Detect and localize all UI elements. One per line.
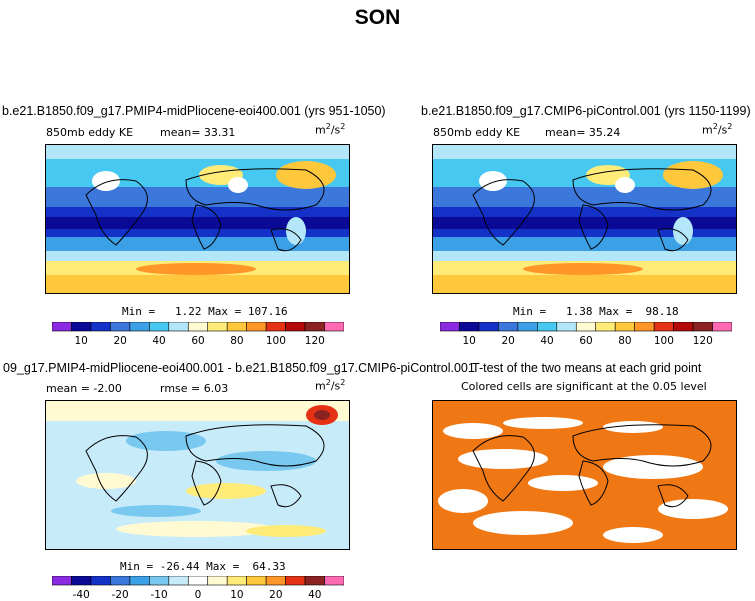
colorbar-swatch [556,322,577,332]
colorbar-tick-label: -40 [73,589,90,600]
colorbar-swatch [478,322,499,332]
panel2-colorbar: 10 20 40 60 80 100 120 [440,322,732,346]
colorbar-swatch [226,322,247,332]
panel3-stats: Min = -26.44 Max = 64.33 [120,560,286,573]
colorbar-swatch [285,322,306,332]
colorbar-swatch [595,322,616,332]
colorbar-swatch [634,322,655,332]
colorbar-tick-label: 80 [618,335,631,346]
colorbar-swatch [129,576,150,586]
panel4-map [432,400,737,550]
colorbar-tick-label: 100 [266,335,286,346]
colorbar-tick-label: 60 [579,335,592,346]
colorbar-swatch [324,576,344,586]
colorbar-swatch [304,322,325,332]
panel3-mean-label: mean = -2.00 [46,382,122,395]
panel2-units: m2/s2 [702,122,733,137]
colorbar-swatch [187,576,209,586]
colorbar-swatch [712,322,732,332]
panel1-stats: Min = 1.22 Max = 107.16 [122,305,288,318]
colorbar-swatch [537,322,558,332]
colorbar-swatch [149,576,170,586]
colorbar-tick-label: 20 [501,335,514,346]
colorbar-swatch [110,322,131,332]
panel3-rmse-label: rmse = 6.03 [160,382,229,395]
panel2-map [432,144,737,294]
colorbar-tick-label: 40 [540,335,553,346]
colorbar-tick-label: 120 [693,335,713,346]
colorbar-swatch [207,576,228,586]
panel2-ke-field [433,145,736,293]
colorbar-swatch [52,576,72,586]
colorbar-swatch [90,576,111,586]
colorbar-swatch [304,576,325,586]
panel2-mean-label: mean= 35.24 [545,126,621,139]
colorbar-swatch [265,322,286,332]
colorbar-swatch [110,576,131,586]
colorbar-tick-label: 10 [463,335,476,346]
colorbar-tick-label: 20 [113,335,126,346]
colorbar-swatch [673,322,694,332]
panel3-difference-field [46,401,349,549]
colorbar-swatch [187,322,209,332]
colorbar-swatch [692,322,713,332]
colorbar-swatch [440,322,460,332]
colorbar-swatch [246,576,267,586]
panel3-colorbar: -40 -20 -10 0 10 20 40 [52,576,344,600]
panel2-title: b.e21.B1850.f09_g17.CMIP6-piControl.001 … [421,104,751,118]
colorbar-tick-label: 120 [305,335,325,346]
colorbar-swatch [517,322,538,332]
panel1-colorbar: 10 20 40 60 80 100 120 [52,322,344,346]
colorbar-swatch [168,322,189,332]
colorbar-swatch [265,576,286,586]
colorbar-tick-label: 40 [152,335,165,346]
colorbar-swatch [575,322,597,332]
colorbar-swatch [459,322,480,332]
colorbar-tick-label: 40 [308,589,321,600]
panel4-significance-field [433,401,736,549]
panel1-map [45,144,350,294]
panel4-subtitle: Colored cells are significant at the 0.0… [461,380,707,393]
panel1-title: b.e21.B1850.f09_g17.PMIP4-midPliocene-eo… [2,104,386,118]
panel3-title: 09_g17.PMIP4-midPliocene-eoi400.001 - b.… [3,361,475,375]
colorbar-swatch [246,322,267,332]
colorbar-swatch [90,322,111,332]
colorbar-swatch [71,576,92,586]
colorbar-tick-label: -20 [112,589,129,600]
colorbar-tick-label: 10 [230,589,243,600]
colorbar-swatch [226,576,247,586]
colorbar-swatch [653,322,674,332]
colorbar-swatch [285,576,306,586]
colorbar-swatch [71,322,92,332]
colorbar-tick-label: 60 [191,335,204,346]
panel1-units: m2/s2 [315,122,346,137]
panel1-ke-field [46,145,349,293]
panel2-variable-label: 850mb eddy KE [433,126,521,139]
colorbar-swatch [207,322,228,332]
panel3-map [45,400,350,550]
colorbar-tick-label: -10 [150,589,167,600]
colorbar-tick-label: 80 [230,335,243,346]
colorbar-swatch [168,576,189,586]
colorbar-swatch [614,322,635,332]
figure-title: SON [354,6,401,29]
colorbar-swatch [129,322,150,332]
panel4-title: T-test of the two means at each grid poi… [472,361,702,375]
panel1-variable-label: 850mb eddy KE [46,126,134,139]
colorbar-tick-label: 0 [195,589,202,600]
colorbar-swatch [498,322,519,332]
colorbar-swatch [324,322,344,332]
panel2-stats: Min = 1.38 Max = 98.18 [513,305,679,318]
colorbar-swatch [52,322,72,332]
colorbar-tick-label: 20 [269,589,282,600]
panel1-mean-label: mean= 33.31 [160,126,236,139]
panel3-units: m2/s2 [315,378,346,393]
colorbar-tick-label: 10 [75,335,88,346]
colorbar-tick-label: 100 [654,335,674,346]
colorbar-swatch [149,322,170,332]
